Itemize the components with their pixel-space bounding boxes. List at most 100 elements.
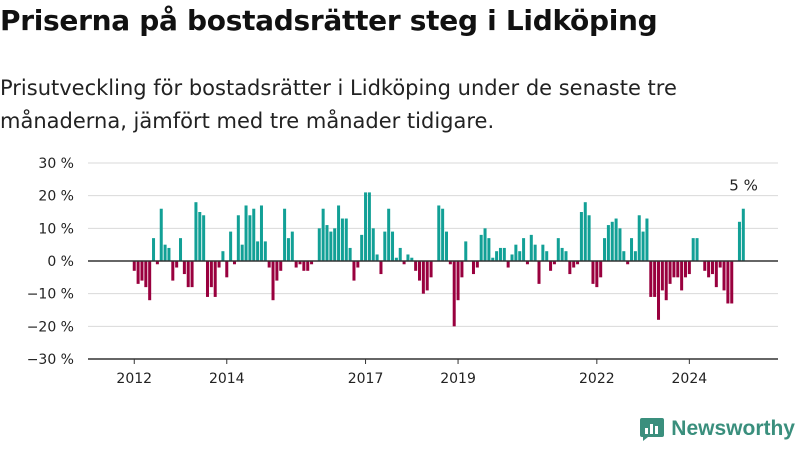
bar xyxy=(487,238,491,261)
bar xyxy=(329,231,333,261)
bar xyxy=(657,261,661,320)
brand-name: Newsworthy xyxy=(671,417,795,440)
bar xyxy=(394,257,398,261)
bar xyxy=(560,247,564,261)
bar xyxy=(579,212,583,261)
bar xyxy=(414,261,418,271)
bar xyxy=(637,215,641,261)
bar xyxy=(549,261,553,271)
bar xyxy=(456,261,460,301)
bar xyxy=(194,202,198,261)
bar xyxy=(583,202,587,261)
x-tick-label: 2024 xyxy=(672,371,708,387)
bar xyxy=(491,257,495,261)
bar xyxy=(252,208,256,261)
bar xyxy=(710,261,714,275)
bar xyxy=(229,231,233,261)
y-tick-label: 10 % xyxy=(38,221,74,237)
newsworthy-icon xyxy=(640,418,665,441)
bar xyxy=(718,261,722,268)
bar xyxy=(232,261,236,265)
bar xyxy=(367,192,371,261)
bar xyxy=(680,261,684,291)
bar xyxy=(398,247,402,261)
bar xyxy=(286,238,290,261)
x-tick-label: 2012 xyxy=(116,371,152,387)
bar xyxy=(687,261,691,275)
bar xyxy=(429,261,433,278)
y-tick-label: 0 % xyxy=(47,254,74,270)
bar xyxy=(533,244,537,261)
bar xyxy=(595,261,599,288)
bar xyxy=(240,244,244,261)
bar xyxy=(479,234,483,261)
bar xyxy=(541,244,545,261)
bar xyxy=(464,241,468,261)
bar xyxy=(572,261,576,268)
bar xyxy=(402,261,406,265)
bar xyxy=(603,238,607,261)
bar xyxy=(622,251,626,261)
bar xyxy=(664,261,668,301)
bar xyxy=(144,261,148,288)
bar xyxy=(148,261,152,301)
bar xyxy=(425,261,429,291)
bar xyxy=(518,251,522,261)
bar xyxy=(198,212,202,261)
y-tick-label: −30 % xyxy=(27,352,74,368)
x-axis-ticks: 2012 2014 2017 2019 2022 2024 xyxy=(116,359,707,387)
bar xyxy=(167,247,171,261)
bar xyxy=(352,261,356,281)
x-tick-label: 2017 xyxy=(348,371,384,387)
bar xyxy=(649,261,653,297)
bar xyxy=(591,261,595,284)
bar xyxy=(290,231,294,261)
bar xyxy=(630,238,634,261)
bar xyxy=(506,261,510,268)
bar xyxy=(321,208,325,261)
bar xyxy=(441,208,445,261)
bar xyxy=(325,225,329,261)
bar xyxy=(356,261,360,268)
bar xyxy=(244,205,248,261)
bar xyxy=(437,205,441,261)
bar xyxy=(383,231,387,261)
bar xyxy=(726,261,730,304)
bar xyxy=(236,215,240,261)
bar xyxy=(444,231,448,261)
bar xyxy=(552,261,556,265)
bar xyxy=(695,238,699,261)
bar xyxy=(310,261,314,265)
bar xyxy=(306,261,310,271)
bar xyxy=(514,244,518,261)
bar xyxy=(448,261,452,265)
bar-series xyxy=(132,192,745,327)
bar xyxy=(344,218,348,261)
bar xyxy=(522,238,526,261)
bar xyxy=(391,231,395,261)
bar xyxy=(221,251,225,261)
bar xyxy=(672,261,676,278)
bar xyxy=(186,261,190,288)
bar xyxy=(483,228,487,261)
bar xyxy=(410,257,414,261)
bar xyxy=(248,215,252,261)
bar xyxy=(379,261,383,275)
bar xyxy=(136,261,140,284)
bar-chart: 30 %20 %10 %0 %−10 %−20 %−30 % 2012 2014 2… xyxy=(27,156,778,387)
bar xyxy=(545,251,549,261)
bar xyxy=(179,238,183,261)
y-tick-label: −10 % xyxy=(27,287,74,303)
bar xyxy=(653,261,657,297)
bar xyxy=(406,254,410,261)
bar xyxy=(683,261,687,278)
bar xyxy=(418,261,422,281)
bar xyxy=(606,225,610,261)
bar xyxy=(452,261,456,327)
bar xyxy=(348,247,352,261)
grid-lines xyxy=(88,162,778,327)
bar xyxy=(263,241,267,261)
bar xyxy=(217,261,221,268)
bar xyxy=(537,261,541,284)
bar xyxy=(340,218,344,261)
